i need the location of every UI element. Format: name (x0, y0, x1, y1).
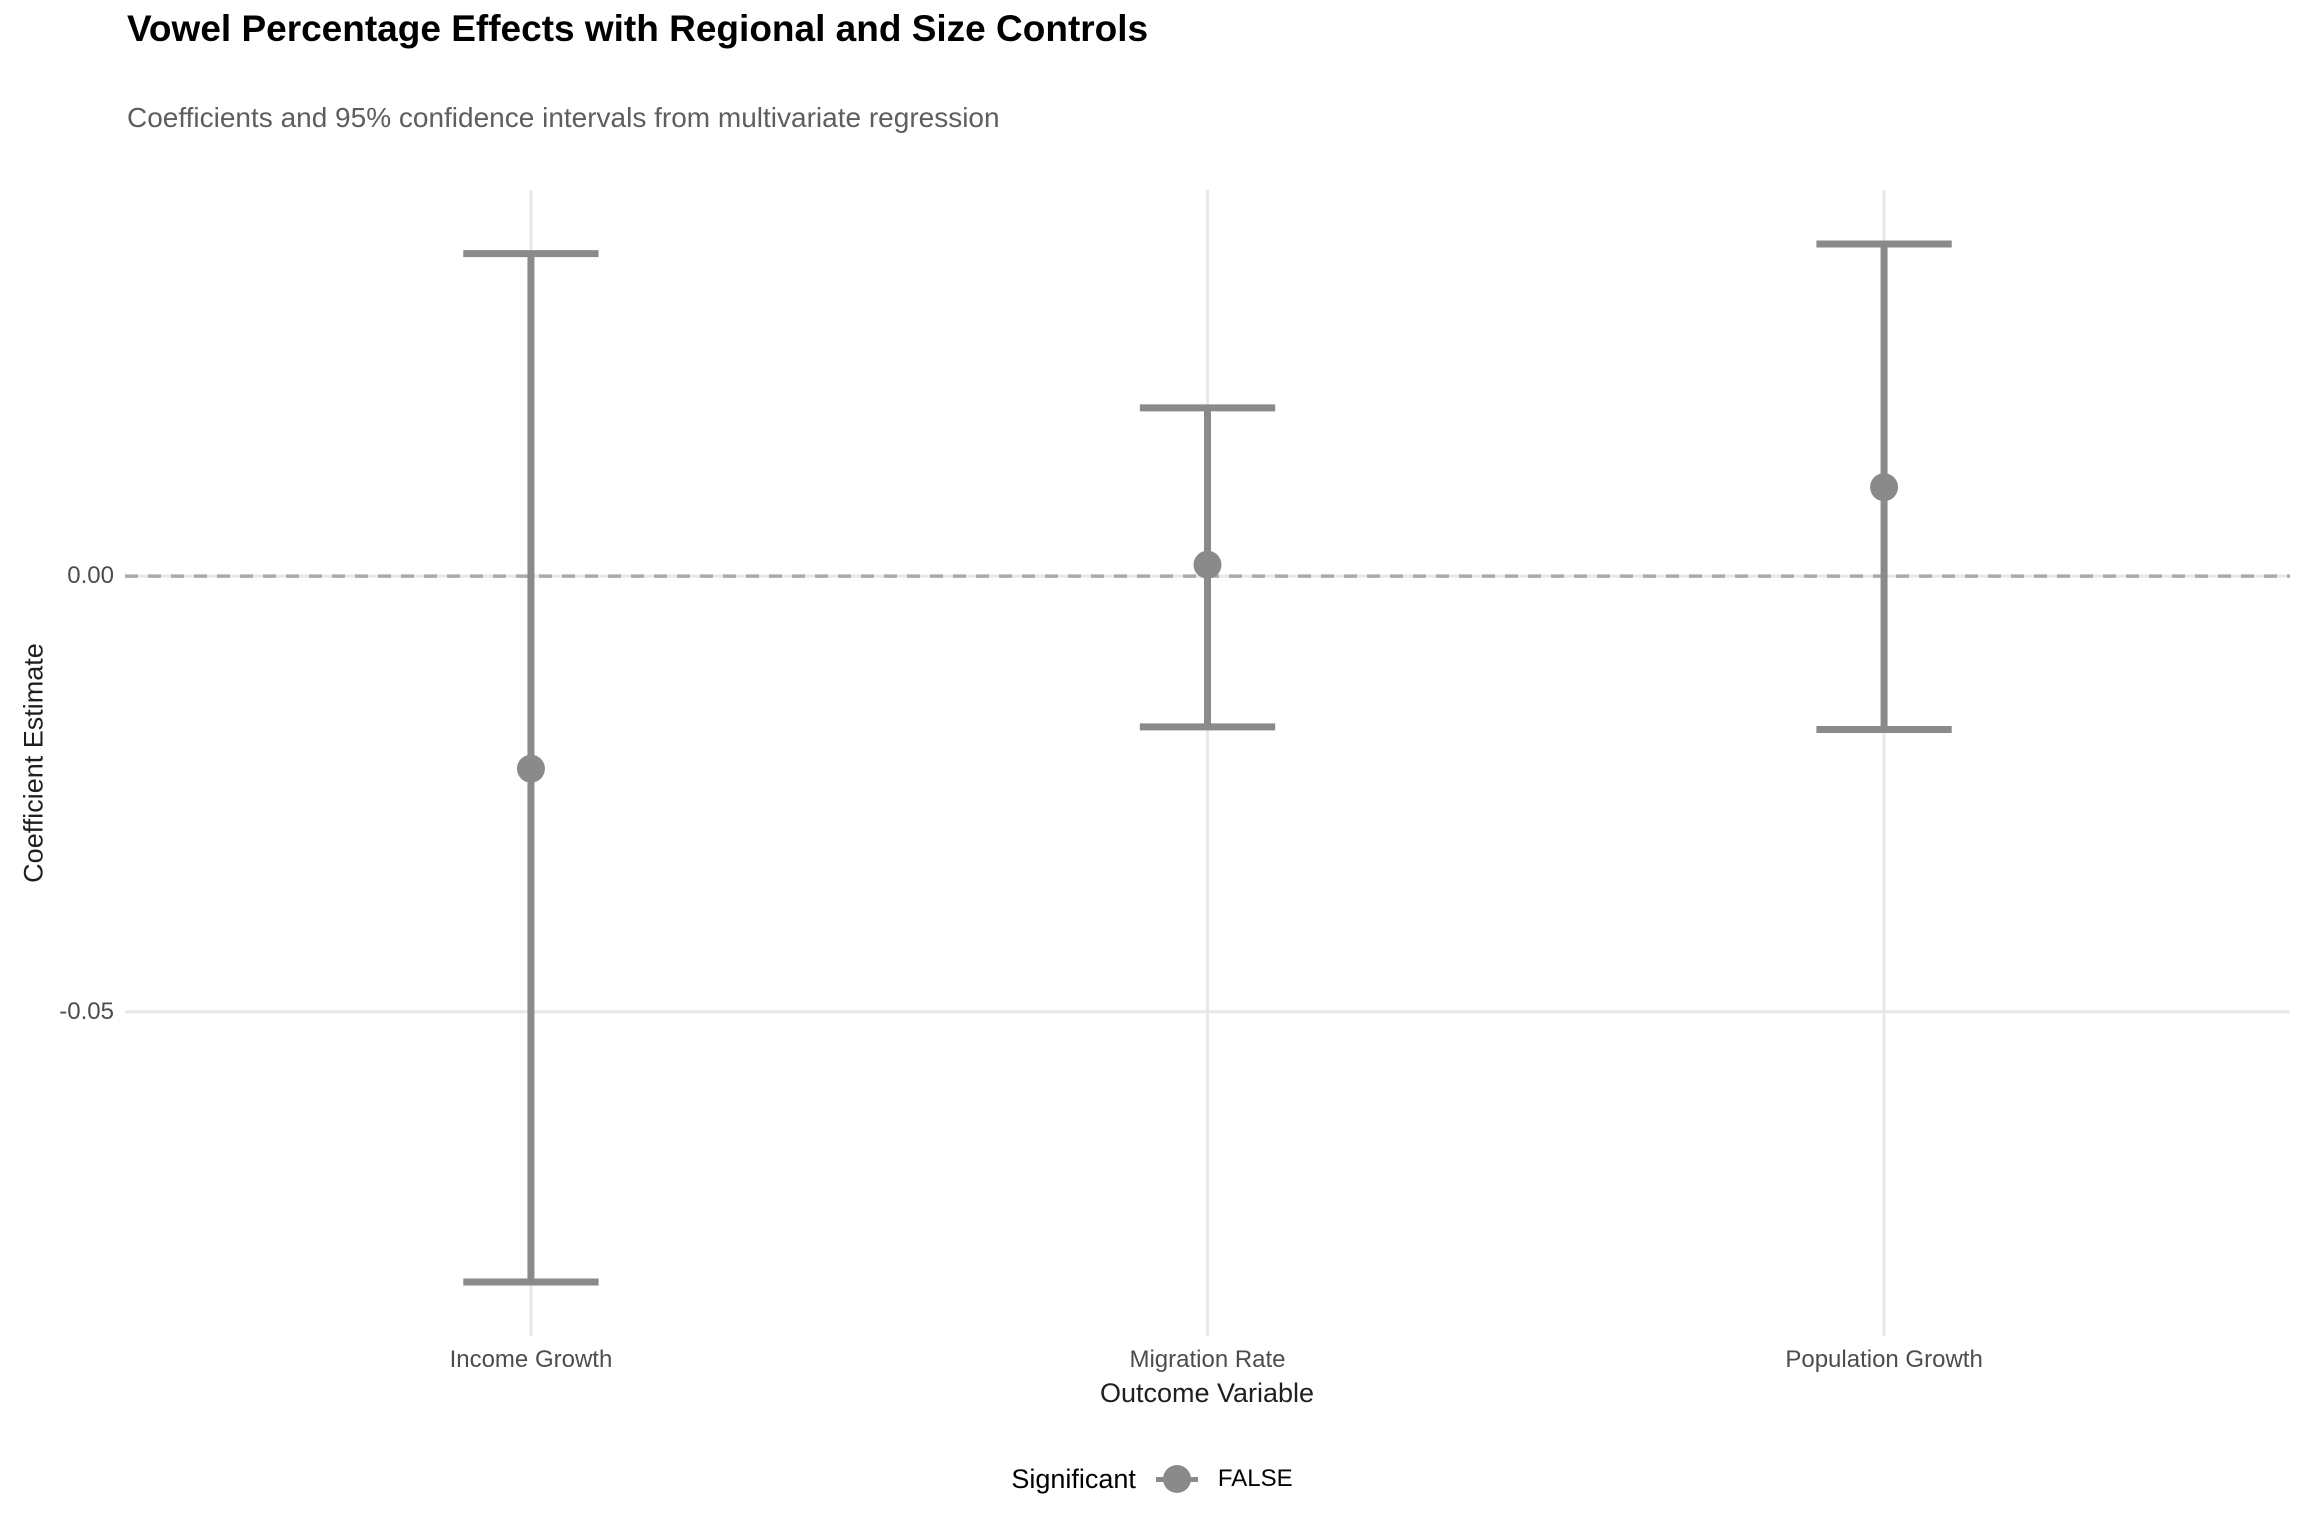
legend: Significant FALSE (0, 1458, 2304, 1500)
data-point (1870, 473, 1899, 502)
y-axis-title: Coefficient Estimate (18, 643, 49, 883)
x-axis-title: Outcome Variable (1099, 1378, 1315, 1408)
legend-title: Significant (1011, 1463, 1136, 1494)
x-tick-label: Migration Rate (1129, 1346, 1286, 1373)
data-point (1193, 550, 1222, 579)
x-tick-label: Income Growth (449, 1346, 613, 1373)
y-tick-label: -0.05 (59, 997, 114, 1025)
legend-label: FALSE (1217, 1465, 1293, 1492)
chart-subtitle: Coefficients and 95% confidence interval… (127, 102, 1000, 133)
legend-key-dot-icon (1162, 1465, 1191, 1493)
chart-title: Vowel Percentage Effects with Regional a… (127, 8, 1149, 49)
legend-pointrange-key-icon (1155, 1458, 1198, 1500)
y-tick-label: 0.00 (67, 562, 114, 590)
x-tick-label: Population Growth (1785, 1346, 1983, 1373)
data-point (516, 754, 545, 783)
